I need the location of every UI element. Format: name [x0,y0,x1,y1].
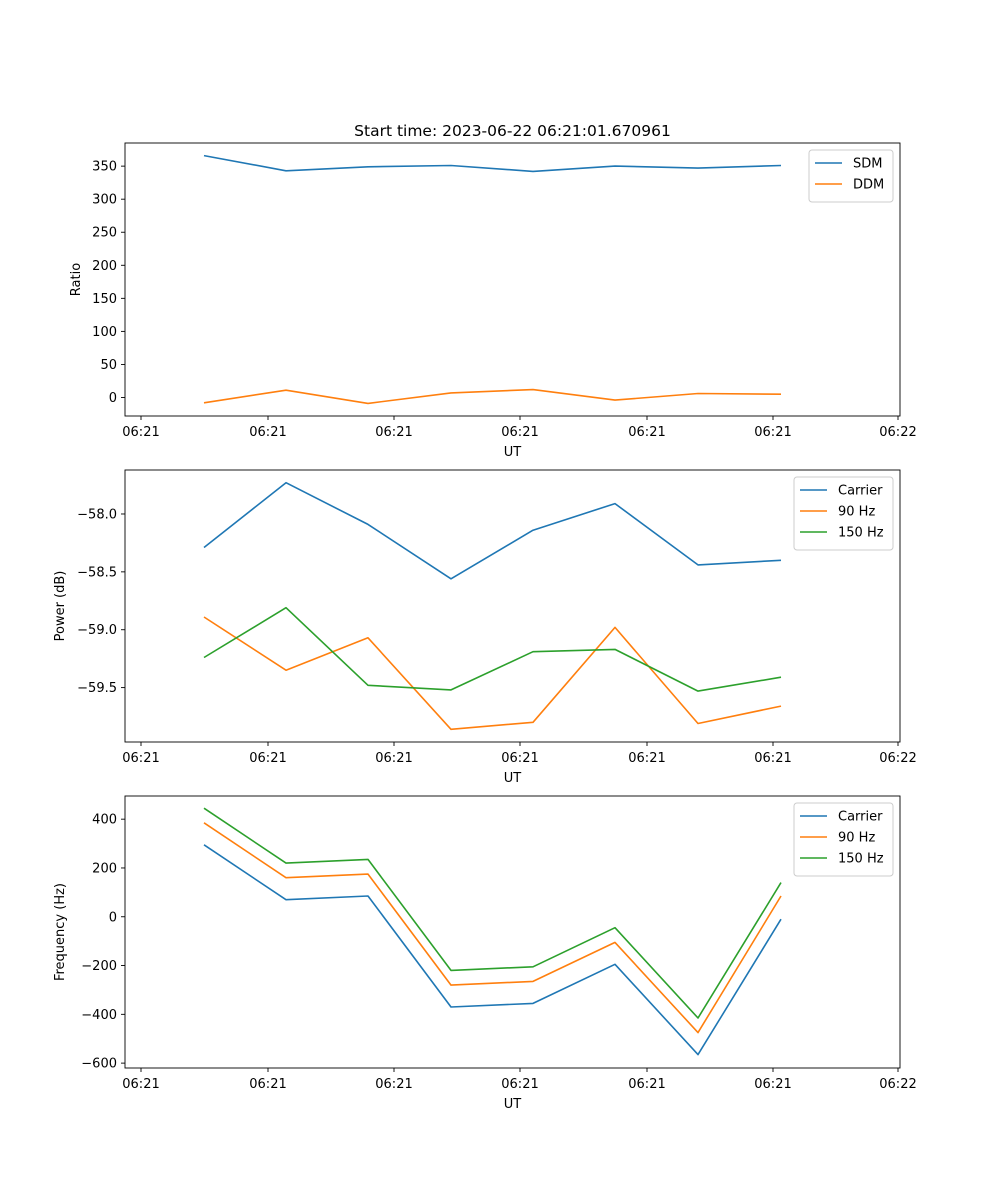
x-tick-label: 06:21 [501,751,538,766]
x-tick-label: 06:21 [249,751,286,766]
y-tick-label: 400 [92,813,117,828]
y-tick-label: 200 [92,861,117,876]
y-tick-label: 200 [92,259,117,274]
y-tick-label: 250 [92,226,117,241]
y-tick-label: 300 [92,193,117,208]
y-tick-label: 350 [92,160,117,175]
x-tick-label: 06:21 [754,425,791,440]
x-tick-label: 06:21 [501,425,538,440]
series-line-150-hz [203,606,782,692]
x-tick-label: 06:22 [879,751,916,766]
x-tick-label: 06:21 [628,1077,665,1092]
axes-frame [124,469,901,743]
y-axis-label: Power (dB) [53,571,68,642]
y-tick-label: −400 [81,1008,117,1023]
legend: SDM DDM [808,149,894,203]
figure-title: Start time: 2023-06-22 06:21:01.670961 [354,122,671,140]
y-tick-label: 0 [109,391,117,406]
x-tick-label: 06:21 [754,1077,791,1092]
y-axis-label: Ratio [69,263,84,296]
y-tick-label: 0 [109,910,117,925]
x-tick-label: 06:21 [375,1077,412,1092]
series-line-90-hz [203,616,782,731]
axes-frame [124,795,901,1069]
series-line-carrier [203,844,782,1056]
x-tick-label: 06:21 [628,751,665,766]
y-tick-label: −200 [81,959,117,974]
legend-entry: Carrier [838,810,883,825]
x-axis-label: UT [504,1097,522,1112]
legend-entry: 90 Hz [838,505,875,520]
series-line-150-hz [203,807,782,1019]
x-tick-label: 06:21 [249,425,286,440]
y-tick-label: −600 [81,1057,117,1072]
x-tick-label: 06:21 [628,425,665,440]
x-tick-label: 06:21 [122,425,159,440]
x-tick-label: 06:21 [122,1077,159,1092]
y-tick-label: −59.5 [77,681,117,696]
y-tick-label: 150 [92,292,117,307]
x-tick-label: 06:21 [249,1077,286,1092]
y-tick-label: −59.0 [77,623,117,638]
legend-entry: 150 Hz [838,526,884,541]
legend: Carrier 90 Hz 150 Hz [793,476,894,551]
series-line-sdm [203,154,782,173]
legend: Carrier 90 Hz 150 Hz [793,802,894,877]
legend-entry: Carrier [838,484,883,499]
y-tick-label: 50 [100,358,117,373]
x-tick-label: 06:21 [122,751,159,766]
legend-entry: 90 Hz [838,831,875,846]
x-tick-label: 06:22 [879,425,916,440]
subplot-1: 06:21 06:21 06:21 06:21 06:21 06:21 06:22 0 50 10… [69,142,917,460]
x-tick-label: 06:21 [754,751,791,766]
axes-frame [124,142,901,417]
subplot-2: 06:21 06:21 06:21 06:21 06:21 06:21 06:22 −59.5… [53,469,917,786]
legend-entry: 150 Hz [838,852,884,867]
series-line-ddm [203,388,782,405]
x-tick-label: 06:21 [375,751,412,766]
x-tick-label: 06:21 [375,425,412,440]
x-axis-label: UT [504,771,522,786]
y-tick-label: −58.5 [77,565,117,580]
x-axis-label: UT [504,445,522,460]
legend-entry: SDM [853,157,882,172]
subplot-3: 06:21 06:21 06:21 06:21 06:21 06:21 06:22 −600 −… [53,795,917,1112]
series-line-90-hz [203,822,782,1034]
x-tick-label: 06:21 [501,1077,538,1092]
y-tick-label: −58.0 [77,507,117,522]
subplots: 06:21 06:21 06:21 06:21 06:21 06:21 06:22 0 50 10… [53,142,917,1112]
y-tick-label: 100 [92,325,117,340]
y-axis-label: Frequency (Hz) [53,883,68,981]
x-tick-label: 06:22 [879,1077,916,1092]
legend-entry: DDM [853,178,884,193]
series-line-carrier [203,481,782,580]
